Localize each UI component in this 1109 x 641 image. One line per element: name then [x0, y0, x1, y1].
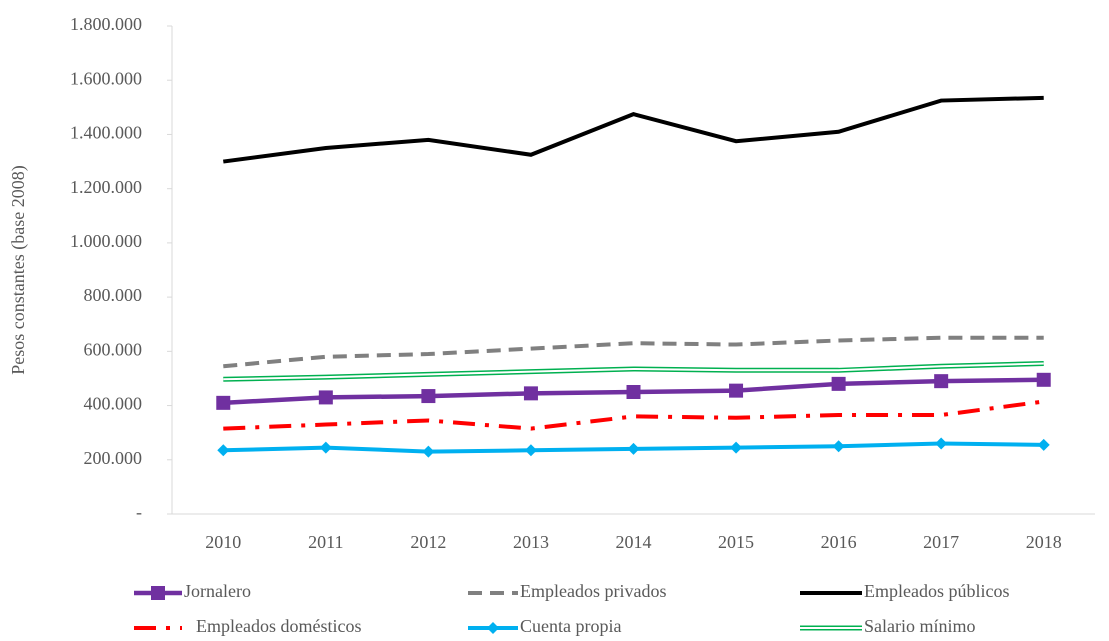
x-tick-label: 2015 [718, 532, 754, 552]
y-tick-label: 1.600.000 [70, 68, 142, 88]
point-marker [832, 440, 845, 453]
x-tick-label: 2010 [205, 532, 241, 552]
legend-label: Empleados públicos [864, 581, 1009, 601]
x-tick-label: 2011 [308, 532, 343, 552]
legend-label: Cuenta propia [520, 616, 621, 636]
series-line [223, 399, 1044, 431]
point-marker [318, 390, 333, 405]
x-tick-label: 2013 [513, 532, 549, 552]
y-tick-label: 200.000 [84, 448, 143, 468]
x-tick-label: 2017 [923, 532, 959, 552]
legend-label: Empleados privados [520, 581, 666, 601]
legend-marker [151, 586, 165, 600]
point-marker [217, 444, 230, 457]
legend-label: Jornalero [184, 581, 251, 601]
point-marker [935, 437, 948, 450]
y-tick-label: 1.000.000 [70, 231, 142, 251]
y-axis-label: Pesos constantes (base 2008) [8, 165, 29, 374]
point-marker [934, 374, 949, 389]
point-marker [523, 386, 538, 401]
x-tick-label: 2018 [1026, 532, 1062, 552]
y-tick-label: 400.000 [84, 394, 143, 414]
point-marker [1036, 372, 1051, 387]
y-tick-label: 600.000 [84, 339, 143, 359]
point-marker [729, 383, 744, 398]
point-marker [626, 385, 641, 399]
y-tick-label: - [136, 502, 142, 522]
point-marker [422, 445, 435, 458]
point-marker [319, 441, 332, 454]
legend-marker [487, 622, 499, 634]
x-tick-label: 2012 [410, 532, 446, 552]
point-marker [421, 389, 436, 404]
point-marker [524, 444, 537, 457]
point-marker [216, 395, 231, 410]
legend-label: Empleados domésticos [196, 616, 361, 636]
x-tick-label: 2014 [616, 532, 652, 552]
point-marker [831, 376, 846, 391]
series-line [223, 335, 1044, 369]
legend-label: Salario mínimo [864, 616, 976, 636]
y-tick-label: 1.200.000 [70, 177, 142, 197]
y-tick-label: 1.400.000 [70, 123, 142, 143]
x-tick-label: 2016 [821, 532, 857, 552]
point-marker [627, 442, 640, 455]
point-marker [1037, 438, 1050, 451]
y-tick-label: 800.000 [84, 285, 143, 305]
point-marker [730, 441, 743, 454]
series-line-inner [223, 362, 1044, 381]
series-line [223, 95, 1044, 164]
y-tick-label: 1.800.000 [70, 14, 142, 34]
